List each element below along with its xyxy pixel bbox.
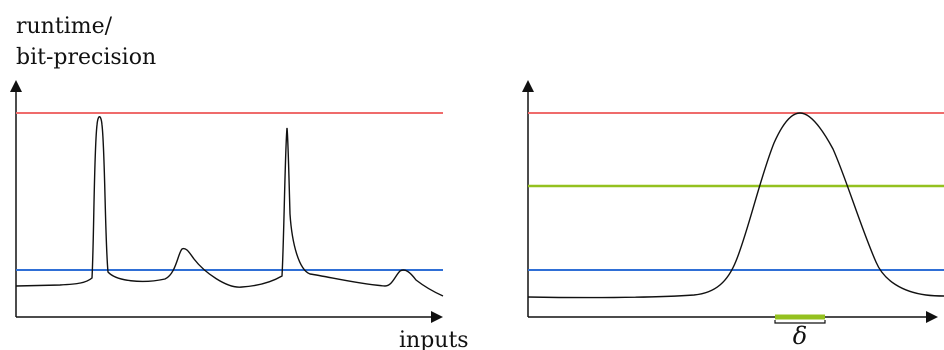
right-panel: δ [522,80,944,350]
x-axis-label: inputs [399,328,469,350]
right-curve [527,112,944,299]
left-curve [15,116,444,297]
y-axis-label-line1: runtime/ [16,14,113,39]
delta-label: δ [793,322,807,350]
y-axis-label-line2: bit-precision [16,45,156,70]
delta-bracket [774,320,826,324]
left-panel: runtime/ bit-precision inputs [10,14,469,350]
